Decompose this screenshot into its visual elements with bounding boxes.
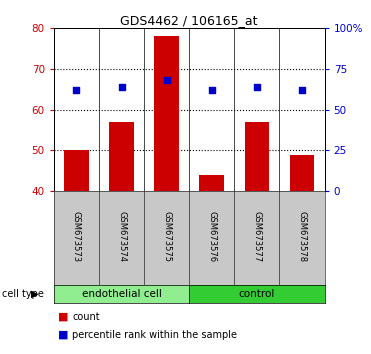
Point: [299, 87, 305, 93]
Text: GSM673576: GSM673576: [207, 211, 216, 262]
Text: ■: ■: [58, 330, 68, 339]
Text: GSM673574: GSM673574: [117, 211, 126, 262]
Text: endothelial cell: endothelial cell: [82, 289, 161, 299]
Text: GSM673575: GSM673575: [162, 211, 171, 262]
Text: ■: ■: [58, 312, 68, 322]
Bar: [199, 175, 224, 191]
Bar: [290, 154, 315, 191]
Text: GSM673577: GSM673577: [252, 211, 262, 262]
Bar: [109, 122, 134, 191]
Text: control: control: [239, 289, 275, 299]
Text: count: count: [72, 312, 100, 322]
Text: percentile rank within the sample: percentile rank within the sample: [72, 330, 237, 339]
Point: [164, 78, 170, 83]
Bar: [154, 36, 179, 191]
Text: cell type: cell type: [2, 289, 44, 299]
Text: GSM673578: GSM673578: [298, 211, 306, 262]
Bar: [64, 150, 89, 191]
Title: GDS4462 / 106165_at: GDS4462 / 106165_at: [121, 14, 258, 27]
Point: [73, 87, 79, 93]
Point: [209, 87, 215, 93]
Text: GSM673573: GSM673573: [72, 211, 81, 262]
Text: ▶: ▶: [31, 289, 38, 299]
Point: [119, 84, 125, 90]
Bar: [244, 122, 269, 191]
Point: [254, 84, 260, 90]
